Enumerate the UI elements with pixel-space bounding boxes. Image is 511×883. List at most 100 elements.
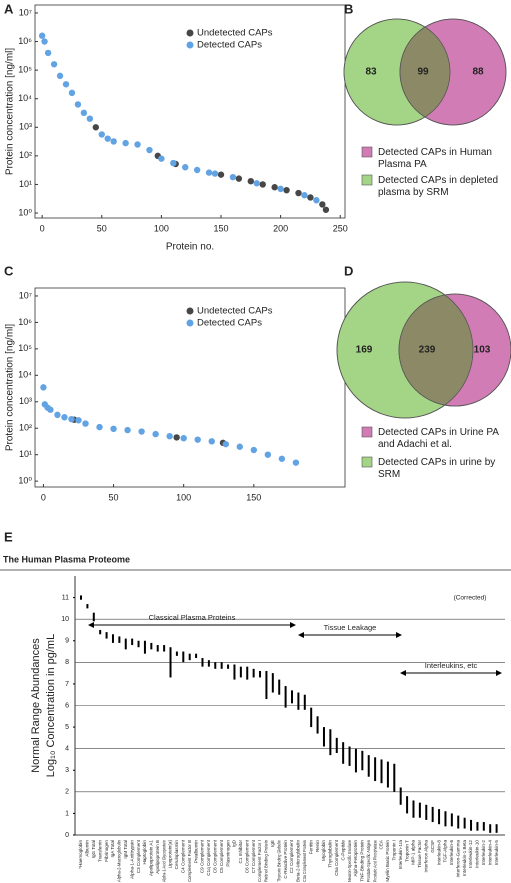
range-bar (92, 612, 95, 622)
x-tick-label: Prealbumin (193, 840, 198, 864)
y-tick-label: 10 (61, 616, 69, 623)
range-bar (284, 686, 287, 708)
venn-outline (343, 18, 451, 126)
panel-label: C (4, 263, 14, 278)
x-tick-label: Lipoprotein(a) (168, 840, 173, 869)
x-tick-label: IgA Total (110, 840, 115, 858)
data-point (38, 32, 46, 39)
legend-label: Detected CAPs in Urine PA and Adachi et … (378, 427, 501, 450)
data-point (236, 443, 243, 450)
data-point (124, 426, 131, 434)
legend-label: Detected CAPs in urine by SRM (378, 457, 498, 480)
panel-label: D (344, 263, 353, 278)
x-tick-label: C3 Complement (136, 839, 141, 873)
range-bar (297, 692, 300, 710)
data-point (166, 432, 173, 440)
y-tick-label: 0 (65, 832, 69, 839)
range-bar (361, 750, 364, 771)
legend-label: Detected CAPs (197, 40, 262, 51)
y-tick-label: 10⁶ (18, 317, 32, 327)
data-point (235, 175, 243, 182)
data-point (75, 417, 82, 424)
x-tick-label: 0 (41, 492, 46, 502)
data-point (319, 201, 326, 208)
range-bar (259, 670, 262, 678)
x-tick-label: C6 Complement (244, 839, 249, 873)
legend-label: Detected CAPs in depleted plasma by SRM (378, 175, 501, 198)
range-bar (291, 690, 293, 704)
x-tick-label: Ceruloplasmin (174, 840, 179, 870)
legend-label: Undetected CAPs (197, 306, 273, 317)
range-bar (335, 737, 338, 753)
x-tick-label: Alpha-2-Macroglobulin (117, 840, 122, 882)
range-bar (348, 746, 351, 766)
data-point (82, 420, 89, 427)
annotation: Interleukins, etc (425, 661, 478, 670)
data-point (61, 414, 68, 421)
range-bar (374, 757, 377, 782)
x-tick-label: TNF-Binding Protein (360, 840, 365, 882)
x-tick-label: Interleukin-6 (449, 840, 454, 866)
y-tick-label: 10³ (19, 396, 32, 406)
y-tick-label: 10¹ (19, 449, 32, 459)
y-tick-label: 8 (65, 659, 69, 666)
x-tick-label: 200 (273, 223, 288, 233)
data-point (173, 434, 180, 441)
range-bar (188, 653, 191, 661)
range-bar (105, 632, 108, 639)
x-tick-label: C-Reactive Protein (283, 840, 288, 879)
x-tick-label: Troponin T (404, 840, 409, 862)
x-tick-label: 0 (40, 223, 45, 233)
x-tick-label: Interleukin-5 (494, 840, 499, 866)
x-tick-label: Interleukin-10 (475, 840, 480, 868)
data-point (98, 131, 105, 138)
venn-outline (399, 18, 507, 126)
range-bar (239, 666, 242, 678)
range-bar (150, 642, 153, 650)
range-bar (246, 666, 249, 680)
x-tick-label: Retinol Binding Protein (264, 840, 269, 882)
x-tick-label: C7 Complement (251, 839, 256, 873)
x-tick-label: Thyroxin Binding Globulin (276, 840, 281, 882)
data-point (54, 411, 61, 419)
x-tick-label: Neuron-Specific Enolase (347, 840, 352, 882)
data-point (50, 61, 58, 68)
x-tick-label: Transferrin (97, 840, 102, 862)
x-tick-label: Myelin Basic Protein (385, 840, 390, 882)
y-tick-label: 10² (19, 150, 32, 160)
data-point (80, 109, 88, 117)
x-tick-label: Troponin I (392, 840, 397, 861)
range-bar (252, 668, 255, 678)
x-tick-label: Alpha-1-Acid Glycoprotein (161, 840, 166, 882)
range-bar (354, 748, 357, 773)
range-bar (470, 819, 473, 831)
data-point (283, 186, 290, 194)
venn-overlap (400, 19, 450, 125)
range-bar (207, 660, 210, 667)
data-point (86, 115, 94, 122)
x-tick-label: IgM Total (123, 840, 128, 859)
y-tick-label: 10⁰ (18, 476, 32, 486)
data-point (229, 173, 237, 181)
panel-label: B (344, 1, 353, 16)
x-tick-label: C9 Complement (200, 839, 205, 873)
range-bar (175, 651, 178, 656)
data-point (152, 430, 159, 438)
range-bar (386, 761, 389, 788)
x-axis-label: Protein no. (166, 242, 214, 253)
data-point (158, 155, 165, 162)
venn-count: 169 (356, 345, 373, 356)
x-tick-label: CEA (379, 839, 384, 849)
x-tick-label: 150 (213, 223, 228, 233)
data-point (301, 192, 308, 199)
y-tick-label: 10³ (19, 122, 32, 132)
range-bar (463, 817, 466, 829)
x-tick-label: IgE (270, 840, 275, 847)
data-point (62, 81, 70, 88)
y-tick-label: 10⁴ (18, 370, 32, 380)
range-bar (342, 742, 345, 764)
range-bar (233, 664, 236, 680)
range-bar (457, 815, 460, 829)
legend-marker (186, 29, 194, 37)
panel-label: E (4, 529, 13, 544)
